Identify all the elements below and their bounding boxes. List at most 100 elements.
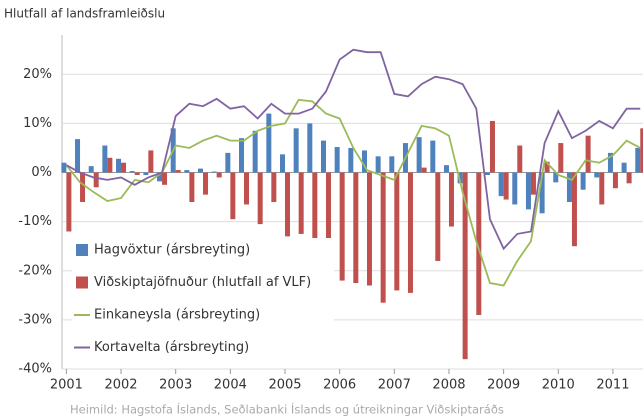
bar <box>189 172 195 202</box>
bar <box>175 170 181 173</box>
bar <box>539 172 545 214</box>
bar <box>635 147 641 173</box>
x-tick-label: 2004 <box>214 378 247 393</box>
bar <box>457 172 463 184</box>
x-tick-label: 2002 <box>104 378 137 393</box>
bar <box>271 172 277 202</box>
bar <box>389 156 395 173</box>
bar <box>225 152 231 173</box>
bar <box>107 157 113 173</box>
bar <box>284 172 290 237</box>
bar <box>184 170 190 173</box>
bar <box>239 138 245 173</box>
bar <box>325 172 331 286</box>
bar <box>61 162 67 173</box>
bar <box>585 135 591 173</box>
bar <box>525 172 531 210</box>
bar <box>416 137 422 173</box>
bar <box>129 171 135 173</box>
bar <box>312 172 318 249</box>
bar <box>353 172 359 284</box>
bar <box>298 172 304 234</box>
y-tick-label: 20% <box>23 67 52 82</box>
x-tick-label: 2005 <box>268 378 301 393</box>
bar <box>293 128 299 173</box>
bar <box>102 145 108 173</box>
bar <box>334 146 340 173</box>
x-tick-label: 2007 <box>378 378 411 393</box>
bar <box>530 172 536 195</box>
bar <box>143 172 149 175</box>
bar <box>553 172 559 183</box>
bar <box>211 171 217 173</box>
line <box>65 48 641 251</box>
y-tick-label: -20% <box>18 263 52 278</box>
bar <box>266 113 272 173</box>
bar <box>116 158 122 173</box>
bar <box>594 172 600 178</box>
bar <box>580 172 586 190</box>
bar <box>448 172 454 227</box>
legend-swatch <box>76 244 88 256</box>
bar <box>366 172 372 286</box>
bar <box>612 172 618 189</box>
legend-label: Viðskiptajöfnuður (hlutfall af VLF) <box>94 275 311 290</box>
y-tick-label: -10% <box>18 214 52 229</box>
legend-box <box>72 238 334 362</box>
bar <box>489 120 495 173</box>
bar <box>435 172 441 261</box>
bar <box>471 172 477 174</box>
bar <box>66 172 72 232</box>
bar <box>517 145 523 173</box>
bar <box>512 172 518 205</box>
bar <box>421 167 427 173</box>
bar <box>339 172 345 281</box>
x-tick-label: 2008 <box>432 378 465 393</box>
bar <box>462 172 468 360</box>
bar <box>198 168 204 173</box>
bar <box>348 147 354 173</box>
bar <box>476 172 482 315</box>
y-tick-label: 10% <box>23 116 52 131</box>
bar <box>626 172 632 184</box>
bar <box>216 172 222 178</box>
bar <box>121 162 127 173</box>
bar <box>380 172 386 303</box>
bar <box>88 166 94 173</box>
legend-label: Einkaneysla (ársbreyting) <box>94 308 260 323</box>
y-tick-label: 0% <box>31 165 52 180</box>
x-tick-label: 2011 <box>596 378 629 393</box>
bar <box>544 161 550 173</box>
bar <box>430 140 436 173</box>
bar <box>558 143 564 173</box>
x-tick-label: 2010 <box>542 378 575 393</box>
bar <box>157 172 163 182</box>
bar <box>443 165 449 173</box>
legend-label: Hagvöxtur (ársbreyting) <box>94 243 250 258</box>
bar <box>230 172 236 220</box>
legend-swatch <box>76 276 88 289</box>
y-tick-label: -40% <box>18 362 52 377</box>
x-tick-label: 2003 <box>159 378 192 393</box>
x-tick-label: 2009 <box>487 378 520 393</box>
x-tick-label: 2006 <box>323 378 356 393</box>
bar <box>621 162 627 173</box>
bar <box>361 150 367 173</box>
legend-label: Kortavelta (ársbreyting) <box>94 340 249 355</box>
bar <box>80 172 86 202</box>
bar <box>134 172 140 175</box>
source: Heimild: Hagstofa Íslands, Seðlabanki Ís… <box>70 402 504 417</box>
bar <box>244 172 250 205</box>
bar <box>566 172 572 202</box>
bar <box>162 172 168 185</box>
bar <box>257 172 263 225</box>
bar <box>93 172 99 188</box>
bar <box>640 128 643 173</box>
bar <box>148 150 154 173</box>
bar <box>498 172 504 197</box>
bar <box>203 172 209 195</box>
bar <box>252 130 258 173</box>
bar <box>571 172 577 247</box>
x-tick-label: 2001 <box>50 378 83 393</box>
bar <box>607 152 613 173</box>
